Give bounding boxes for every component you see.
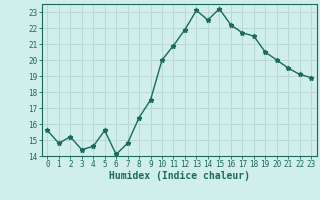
X-axis label: Humidex (Indice chaleur): Humidex (Indice chaleur) [109, 171, 250, 181]
